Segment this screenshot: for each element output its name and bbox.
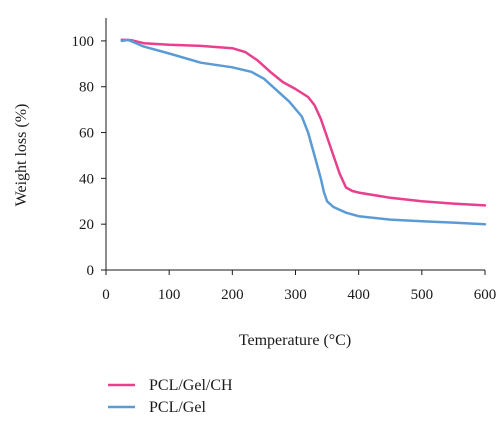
x-tick-label: 200 bbox=[221, 287, 244, 303]
series-layer bbox=[120, 38, 487, 226]
y-tick-label: 100 bbox=[72, 34, 95, 50]
y-axis-label: Weight loss (%) bbox=[13, 104, 30, 207]
legend-label-pcl-gel: PCL/Gel bbox=[149, 399, 206, 416]
series-line-0 bbox=[120, 38, 487, 207]
x-tick-label: 0 bbox=[102, 287, 110, 303]
y-tick-label: 0 bbox=[87, 263, 95, 279]
x-tick-label: 300 bbox=[284, 287, 307, 303]
x-tick-label: 100 bbox=[158, 287, 181, 303]
axes bbox=[105, 18, 485, 271]
x-tick-label: 600 bbox=[474, 287, 497, 303]
y-tick-label: 60 bbox=[79, 126, 94, 142]
y-tick-label: 20 bbox=[79, 217, 94, 233]
x-tick-label: 400 bbox=[347, 287, 370, 303]
legend-label-pcl-gel-ch: PCL/Gel/CH bbox=[149, 377, 233, 394]
y-axis-ticks: 0 20 40 60 80 100 bbox=[72, 34, 106, 279]
x-tick-label: 500 bbox=[411, 287, 434, 303]
legend: PCL/Gel/CH PCL/Gel bbox=[108, 377, 233, 416]
series-line-1 bbox=[120, 38, 487, 226]
y-tick-label: 80 bbox=[79, 80, 94, 96]
x-axis-ticks: 0 100 200 300 400 500 600 bbox=[102, 270, 496, 303]
y-tick-label: 40 bbox=[79, 171, 94, 187]
x-axis-label: Temperature (°C) bbox=[239, 332, 351, 349]
